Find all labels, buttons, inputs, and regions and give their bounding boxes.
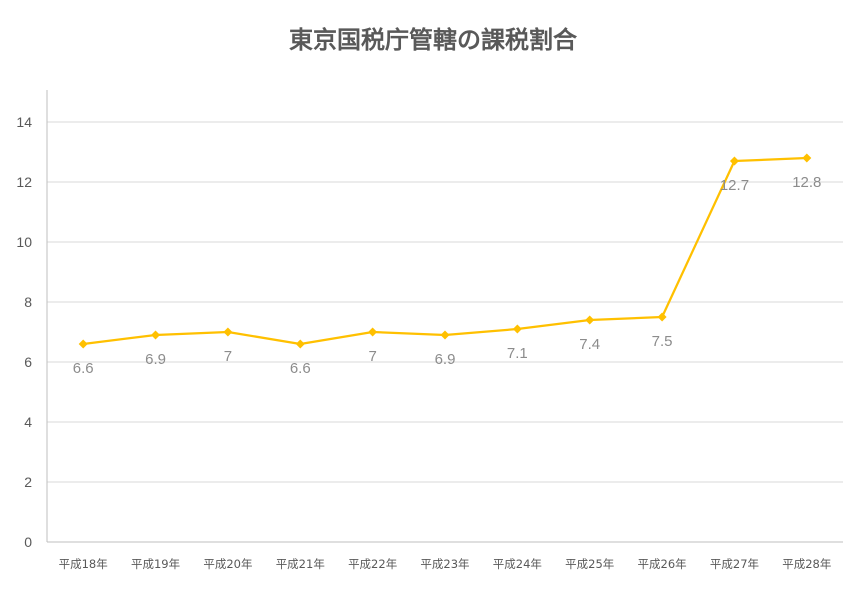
data-point-marker: [729, 156, 739, 166]
x-tick-label: 平成19年: [131, 557, 180, 571]
x-tick-label: 平成21年: [276, 557, 325, 571]
data-label: 6.9: [435, 351, 456, 368]
x-tick-label: 平成28年: [782, 557, 831, 571]
data-labels: 6.6 6.9 7 6.6 7 6.9 7.1 7.4 7.5 12.7 12.8: [73, 174, 822, 377]
x-axis-ticks: 平成18年 平成19年 平成20年 平成21年 平成22年 平成23年 平成24年 平成25年…: [59, 557, 832, 571]
y-tick-label: 14: [16, 114, 32, 130]
data-point-marker: [802, 153, 812, 163]
data-point-marker: [512, 324, 522, 334]
data-label: 7.4: [579, 336, 600, 353]
x-tick-label: 平成26年: [638, 557, 687, 571]
data-point-marker: [585, 315, 595, 325]
data-point-marker: [440, 330, 450, 340]
chart-title: 東京国税庁管轄の課税割合: [289, 26, 578, 54]
data-label: 6.6: [290, 360, 311, 377]
data-label: 12.7: [720, 177, 749, 194]
gridlines: [47, 121, 843, 483]
y-tick-label: 6: [24, 354, 32, 370]
x-tick-label: 平成23年: [420, 557, 469, 571]
data-point-marker: [295, 339, 305, 349]
y-tick-label: 0: [24, 534, 32, 550]
data-label: 7.5: [652, 333, 673, 350]
data-label: 12.8: [792, 174, 821, 191]
x-tick-label: 平成24年: [493, 557, 542, 571]
data-label: 6.9: [145, 351, 166, 368]
y-axis-ticks: 0 2 4 6 8 10 12 14: [16, 114, 32, 550]
y-tick-label: 12: [16, 174, 32, 190]
y-tick-label: 2: [24, 474, 32, 490]
data-point-marker: [78, 339, 88, 349]
data-label: 7.1: [507, 345, 528, 362]
y-tick-label: 8: [24, 294, 32, 310]
x-tick-label: 平成22年: [348, 557, 397, 571]
x-tick-label: 平成18年: [59, 557, 108, 571]
series-line: [83, 156, 807, 346]
data-point-marker: [368, 327, 378, 337]
x-tick-label: 平成20年: [203, 557, 252, 571]
data-point-marker: [223, 327, 233, 337]
y-tick-label: 10: [16, 234, 32, 250]
data-label: 6.6: [73, 360, 94, 377]
x-tick-label: 平成25年: [565, 557, 614, 571]
data-point-marker: [151, 330, 161, 340]
x-tick-label: 平成27年: [710, 557, 759, 571]
data-label: 7: [224, 348, 232, 365]
y-tick-label: 4: [24, 414, 32, 430]
data-point-marker: [657, 312, 667, 322]
data-label: 7: [368, 348, 376, 365]
axes: [46, 90, 843, 543]
series-layer: [78, 153, 812, 349]
